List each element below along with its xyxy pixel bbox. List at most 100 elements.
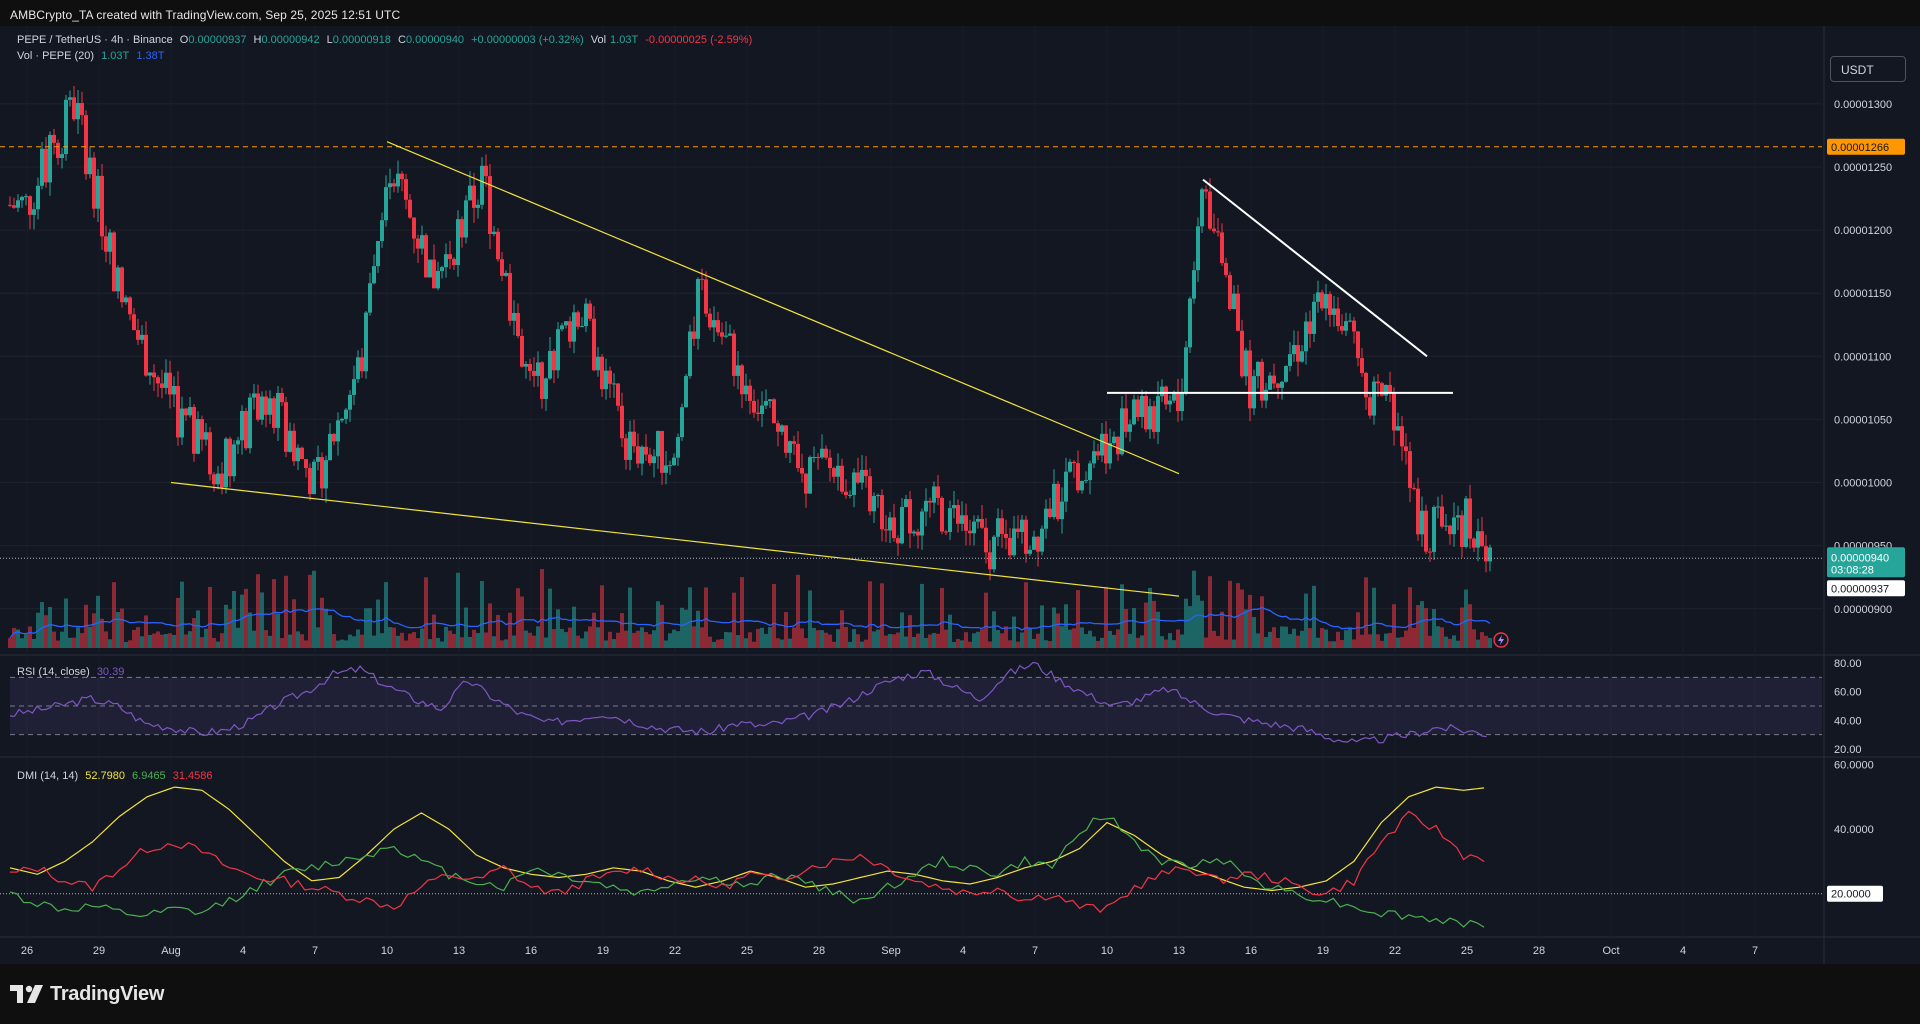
candle-body — [188, 407, 192, 416]
chart-area[interactable]: 0.00001300 0.00001250 0.00001200 0.00001150… — [0, 26, 1920, 964]
candle-body — [1276, 383, 1280, 388]
volume-bar — [228, 609, 232, 648]
candle-body — [504, 272, 508, 276]
volume-bar — [980, 629, 984, 648]
volume-bar — [456, 572, 460, 648]
dmi-minus-di-value: 31.4586 — [172, 770, 213, 782]
volume-bar — [88, 626, 92, 648]
volume-bar — [144, 615, 148, 648]
candle-body — [1132, 399, 1136, 425]
candle-body — [296, 447, 300, 462]
volume-bar — [24, 634, 28, 648]
candle-body — [564, 321, 568, 326]
candle-body — [340, 418, 344, 421]
candle-body — [1092, 451, 1096, 464]
volume-bar — [544, 637, 548, 648]
candle-body — [892, 517, 896, 539]
volume-bar — [184, 634, 188, 648]
volume-bar — [912, 636, 916, 648]
volume-bar — [320, 597, 324, 648]
candle-body — [668, 465, 672, 467]
ohlc-low-value: 0.00000918 — [332, 34, 391, 46]
candle-body — [1316, 292, 1320, 302]
candle-body — [1000, 518, 1004, 534]
candle-body — [996, 518, 1000, 537]
candle-body — [560, 325, 564, 330]
candle-body — [228, 438, 232, 477]
candle-body — [200, 419, 204, 440]
alert-icon-ring — [1493, 632, 1509, 648]
volume-bar — [644, 632, 648, 648]
candle-body — [1260, 361, 1264, 401]
candle-body — [1124, 408, 1128, 432]
volume-bar — [376, 599, 380, 648]
time-tick-label: 28 — [813, 945, 825, 957]
volume-bar — [868, 581, 872, 648]
candle-body — [1104, 433, 1108, 464]
chart-canvas[interactable]: 0.00001300 0.00001250 0.00001200 0.00001150… — [0, 26, 1920, 964]
dmi-legend-label[interactable]: DMI (14, 14) — [17, 770, 79, 782]
candle-body — [192, 407, 196, 454]
symbol-title[interactable]: PEPE / TetherUS · 4h · Binance — [17, 34, 173, 46]
volume-bar — [1388, 632, 1392, 648]
candle-body — [224, 438, 228, 488]
volume-bar — [324, 608, 328, 648]
volume-bar — [740, 577, 744, 648]
volume-bar — [724, 631, 728, 648]
candle-body — [128, 297, 132, 315]
dmi-legend: DMI (14, 14) 52.7980 6.9465 31.4586 — [17, 769, 217, 784]
candle-body — [872, 495, 876, 512]
volume-bar — [1336, 631, 1340, 648]
volume-bar — [924, 638, 928, 648]
volume-bar — [164, 634, 168, 648]
candle-body — [240, 411, 244, 441]
candle-body — [1484, 546, 1488, 562]
volume-bar — [1372, 587, 1376, 648]
tradingview-brand[interactable]: TradingView — [10, 982, 164, 1006]
candle-body — [1476, 531, 1480, 548]
volume-bar — [212, 637, 216, 648]
candle-body — [736, 365, 740, 376]
candle-body — [720, 332, 724, 337]
candle-body — [1152, 406, 1156, 432]
volume-bar — [820, 630, 824, 648]
candle-body — [20, 196, 24, 201]
candle-body — [1140, 395, 1144, 418]
candle-body — [332, 433, 336, 442]
candle-body — [36, 185, 40, 210]
candle-body — [360, 357, 364, 372]
time-tick-label: 10 — [1101, 945, 1113, 957]
candle-body — [1404, 446, 1408, 452]
volume-bar — [892, 634, 896, 648]
volume-bar — [44, 615, 48, 648]
candle-body — [1236, 293, 1240, 331]
volume-bar — [884, 635, 888, 648]
candle-body — [1284, 366, 1288, 382]
candle-body — [1176, 392, 1180, 412]
volume-bar — [1120, 584, 1124, 648]
candle-body — [164, 372, 168, 388]
volume-bar — [352, 636, 356, 648]
volume-bar — [444, 626, 448, 648]
candle-body — [808, 457, 812, 494]
candle-body — [952, 505, 956, 509]
volume-bar — [1064, 604, 1068, 648]
dmi-plus-di-line — [9, 817, 1485, 928]
volume-bar — [1428, 635, 1432, 648]
candle-body — [972, 521, 976, 534]
volume-legend-label[interactable]: Vol · PEPE (20) — [17, 50, 95, 62]
candle-body — [632, 431, 636, 447]
rsi-tick-label: 20.00 — [1834, 744, 1862, 756]
rsi-legend-label[interactable]: RSI (14, close) — [17, 666, 90, 678]
candle-body — [856, 472, 860, 483]
volume-bar — [700, 627, 704, 648]
volume-bar — [372, 635, 376, 648]
alert-icon-bolt — [1498, 635, 1504, 645]
volume-bar — [292, 599, 296, 648]
candle-body — [1080, 481, 1084, 491]
currency-button[interactable]: USDT — [1830, 56, 1906, 82]
volume-bar — [916, 633, 920, 648]
volume-bar — [60, 631, 64, 648]
volume-bar — [420, 628, 424, 648]
candle-body — [916, 531, 920, 536]
